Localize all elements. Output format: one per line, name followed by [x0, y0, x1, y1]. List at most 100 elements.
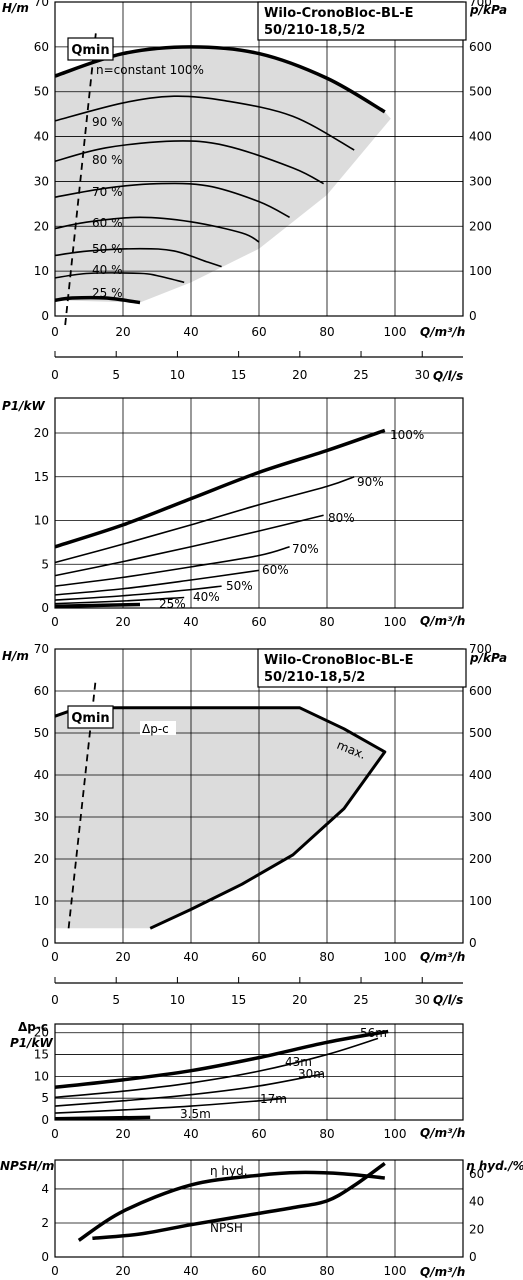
chart5-ytick: 2	[41, 1216, 49, 1230]
chart4-ytick: 10	[34, 1069, 49, 1083]
chart1-curve-50	[54, 247, 222, 268]
chart4-xtick: 80	[319, 1127, 334, 1141]
chart1-ytick: 30	[34, 174, 49, 188]
chart1-title: Wilo-CronoBloc-BL-E	[264, 6, 414, 21]
chart4-curve-56m	[54, 1029, 389, 1090]
chart1-curve-40	[54, 272, 185, 284]
chart1-curve-90	[54, 95, 355, 151]
chart2-label-50: 50%	[226, 579, 253, 593]
chart3-xtick: 20	[115, 950, 130, 964]
chart4-ylabel: P1/kW	[10, 1036, 54, 1050]
chart1-y2tick: 300	[469, 174, 492, 188]
chart3-ytick: 0	[41, 936, 49, 950]
chart2-curve-90	[54, 475, 355, 564]
chart5-frame	[54, 1159, 464, 1258]
chart1-title-box	[257, 1, 467, 41]
chart2-curve-80	[54, 514, 324, 577]
chart5-ytick: 4	[41, 1182, 49, 1196]
chart4-label-56m: 56m	[360, 1026, 387, 1040]
chart2-power: 100% 90% 80% 70% 60% 50% 40% 25% 0 5 10 15 2…	[2, 397, 465, 629]
chart4-ylabel-top: Δp-c	[18, 1020, 48, 1034]
chart2-curves	[54, 428, 386, 608]
chart3-xlabel: Q/m³/h	[420, 950, 465, 964]
chart3-y2tick: 500	[469, 726, 492, 740]
chart1-curve-80	[54, 140, 324, 185]
chart3-ytick: 10	[34, 894, 49, 908]
chart2-label-100: 100%	[390, 428, 424, 442]
chart2-label-70: 70%	[292, 542, 319, 556]
chart4-curves	[54, 1029, 389, 1121]
chart4-label-3-5m: 3.5m	[180, 1107, 211, 1121]
chart2-xtick: 20	[115, 615, 130, 629]
chart3-title: Wilo-CronoBloc-BL-E	[264, 653, 414, 668]
chart1-ytick: 70	[34, 0, 49, 9]
chart2-label-80: 80%	[328, 511, 355, 525]
chart1-x2tick: 5	[112, 368, 120, 382]
chart1-curve-60	[54, 216, 260, 243]
chart3-ytick: 50	[34, 726, 49, 740]
chart1-label-100: n=constant 100%	[96, 63, 204, 77]
chart1-x2tick: 30	[415, 368, 430, 382]
chart2-curve-60	[54, 569, 260, 596]
chart4-curve-labels: 56m 43m 30m 17m 3.5m	[180, 1026, 387, 1121]
chart2-label-25: 25%	[159, 597, 186, 611]
chart3-dp-label-bg	[140, 721, 176, 735]
chart5-y2tick: 0	[469, 1250, 477, 1264]
chart1-y2tick: 100	[469, 264, 492, 278]
chart1-y2tick: 600	[469, 40, 492, 54]
chart1-ytick: 40	[34, 130, 49, 144]
chart2-curve-50	[54, 585, 222, 601]
chart4-power-dpc: 56m 43m 30m 17m 3.5m 0 5 10 15 20 0 20 40 60 80 10…	[10, 1020, 465, 1141]
chart1-label-25: 25 %	[92, 286, 123, 300]
chart1-y2tick: 0	[469, 309, 477, 323]
chart3-y2tick: 100	[469, 894, 492, 908]
chart4-frame	[54, 1023, 464, 1121]
chart4-label-17m: 17m	[260, 1092, 287, 1106]
chart1-x2tick: 0	[51, 368, 59, 382]
chart3-x2tick: 10	[170, 993, 185, 1007]
chart3-xtick: 0	[51, 950, 59, 964]
chart1-curves	[54, 45, 386, 305]
chart4-grid	[54, 1024, 463, 1121]
chart5-xtick: 20	[115, 1264, 130, 1278]
chart2-label-60: 60%	[262, 563, 289, 577]
chart2-curve-40	[54, 596, 185, 605]
chart1-ytick: 10	[34, 264, 49, 278]
chart3-subtitle: 50/210-18,5/2	[264, 670, 365, 685]
chart1-qmin-line	[64, 33, 97, 326]
chart3-xtick: 40	[183, 950, 198, 964]
chart1-label-80: 80 %	[92, 153, 123, 167]
chart3-ytick: 20	[34, 852, 49, 866]
chart1-label-70: 70 %	[92, 185, 123, 199]
chart3-ytick: 70	[34, 642, 49, 656]
chart1-x2label: Q/l/s	[433, 369, 463, 383]
chart1-label-40: 40 %	[92, 263, 123, 277]
chart1-y2tick: 400	[469, 130, 492, 144]
chart3-y2tick: 200	[469, 852, 492, 866]
chart3-ytick: 40	[34, 768, 49, 782]
chart3-y2tick: 700	[469, 642, 492, 656]
chart3-y2tick: 400	[469, 768, 492, 782]
chart3-qmin-label: Qmin	[71, 711, 109, 726]
chart2-xtick: 40	[183, 615, 198, 629]
chart5-ylabel: NPSH/m	[0, 1159, 54, 1173]
chart2-ticks: 0 5 10 15 20 0 20 40 60 80 100	[34, 426, 407, 629]
chart1-x2tick: 20	[292, 368, 307, 382]
chart1-y2tick: 500	[469, 85, 492, 99]
chart1-x2tick: 25	[353, 368, 368, 382]
chart2-ytick: 20	[34, 426, 49, 440]
chart1-x2tick: 15	[231, 368, 246, 382]
chart1-ytick: 60	[34, 40, 49, 54]
chart1-ylabel: H/m	[2, 1, 29, 15]
chart3-dp-label: Δp-c	[142, 722, 169, 736]
chart1-curve-labels: n=constant 100% 90 % 80 % 70 % 60 % 50 %…	[92, 63, 204, 300]
chart5-xtick: 40	[183, 1264, 198, 1278]
chart3-ytick: 30	[34, 810, 49, 824]
chart2-xtick: 100	[384, 615, 407, 629]
chart1-y2tick: 700	[469, 0, 492, 9]
chart2-frame	[54, 397, 464, 609]
chart1-ytick: 50	[34, 85, 49, 99]
chart3-dpc-head: Qmin Wilo-CronoBloc-BL-E 50/210-18,5/2 Δ…	[2, 642, 507, 1007]
